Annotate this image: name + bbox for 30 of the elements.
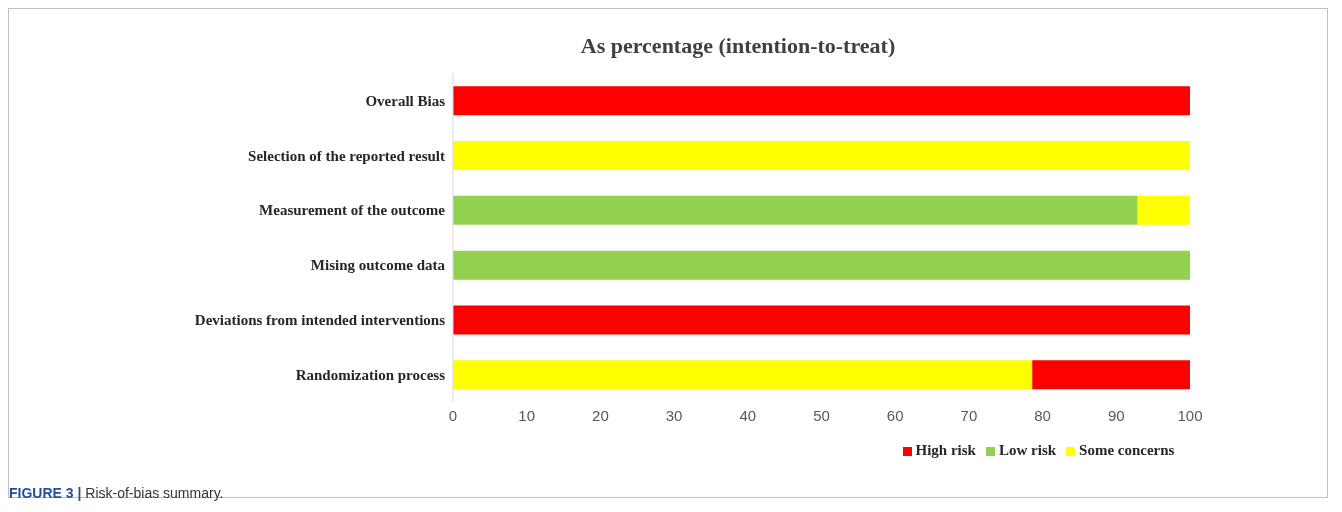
y-tick-label: Selection of the reported result [248, 147, 445, 164]
caption: FIGURE 3 | Risk-of-bias summary. [9, 485, 224, 501]
legend-label: Low risk [998, 442, 1057, 458]
bar [453, 86, 1190, 116]
bar [1032, 360, 1190, 390]
bar [1137, 195, 1190, 225]
x-tick-label: 100 [1177, 406, 1203, 424]
y-tick-label: Deviations from intended interventions [194, 312, 446, 329]
legend-label: Some concerns [1079, 442, 1175, 458]
bar [453, 250, 1190, 280]
x-tick-label: 60 [886, 406, 904, 424]
x-tick-label: 50 [813, 406, 830, 424]
bar [453, 140, 1190, 170]
y-tick-label: Measurement of the outcome [259, 202, 446, 219]
bar [453, 305, 1190, 335]
x-tick-label: 20 [592, 406, 609, 424]
bar [453, 195, 1138, 225]
x-tick-label: 0 [448, 406, 458, 424]
x-tick-label: 40 [739, 406, 757, 424]
chart-title: As percentage (intention-to-treat) [579, 33, 897, 59]
y-tick-label: Randomization process [295, 366, 446, 383]
y-tick-label: Mising outcome data [310, 257, 446, 274]
x-tick-label: 10 [518, 406, 536, 424]
y-tick-label: Overall Bias [365, 92, 446, 109]
x-tick-label: 80 [1034, 406, 1051, 424]
x-tick-label: 70 [960, 406, 978, 424]
x-tick-label: 90 [1107, 406, 1125, 424]
legend-label: High risk [915, 442, 976, 458]
bar [453, 360, 1033, 390]
x-tick-label: 30 [665, 406, 683, 424]
